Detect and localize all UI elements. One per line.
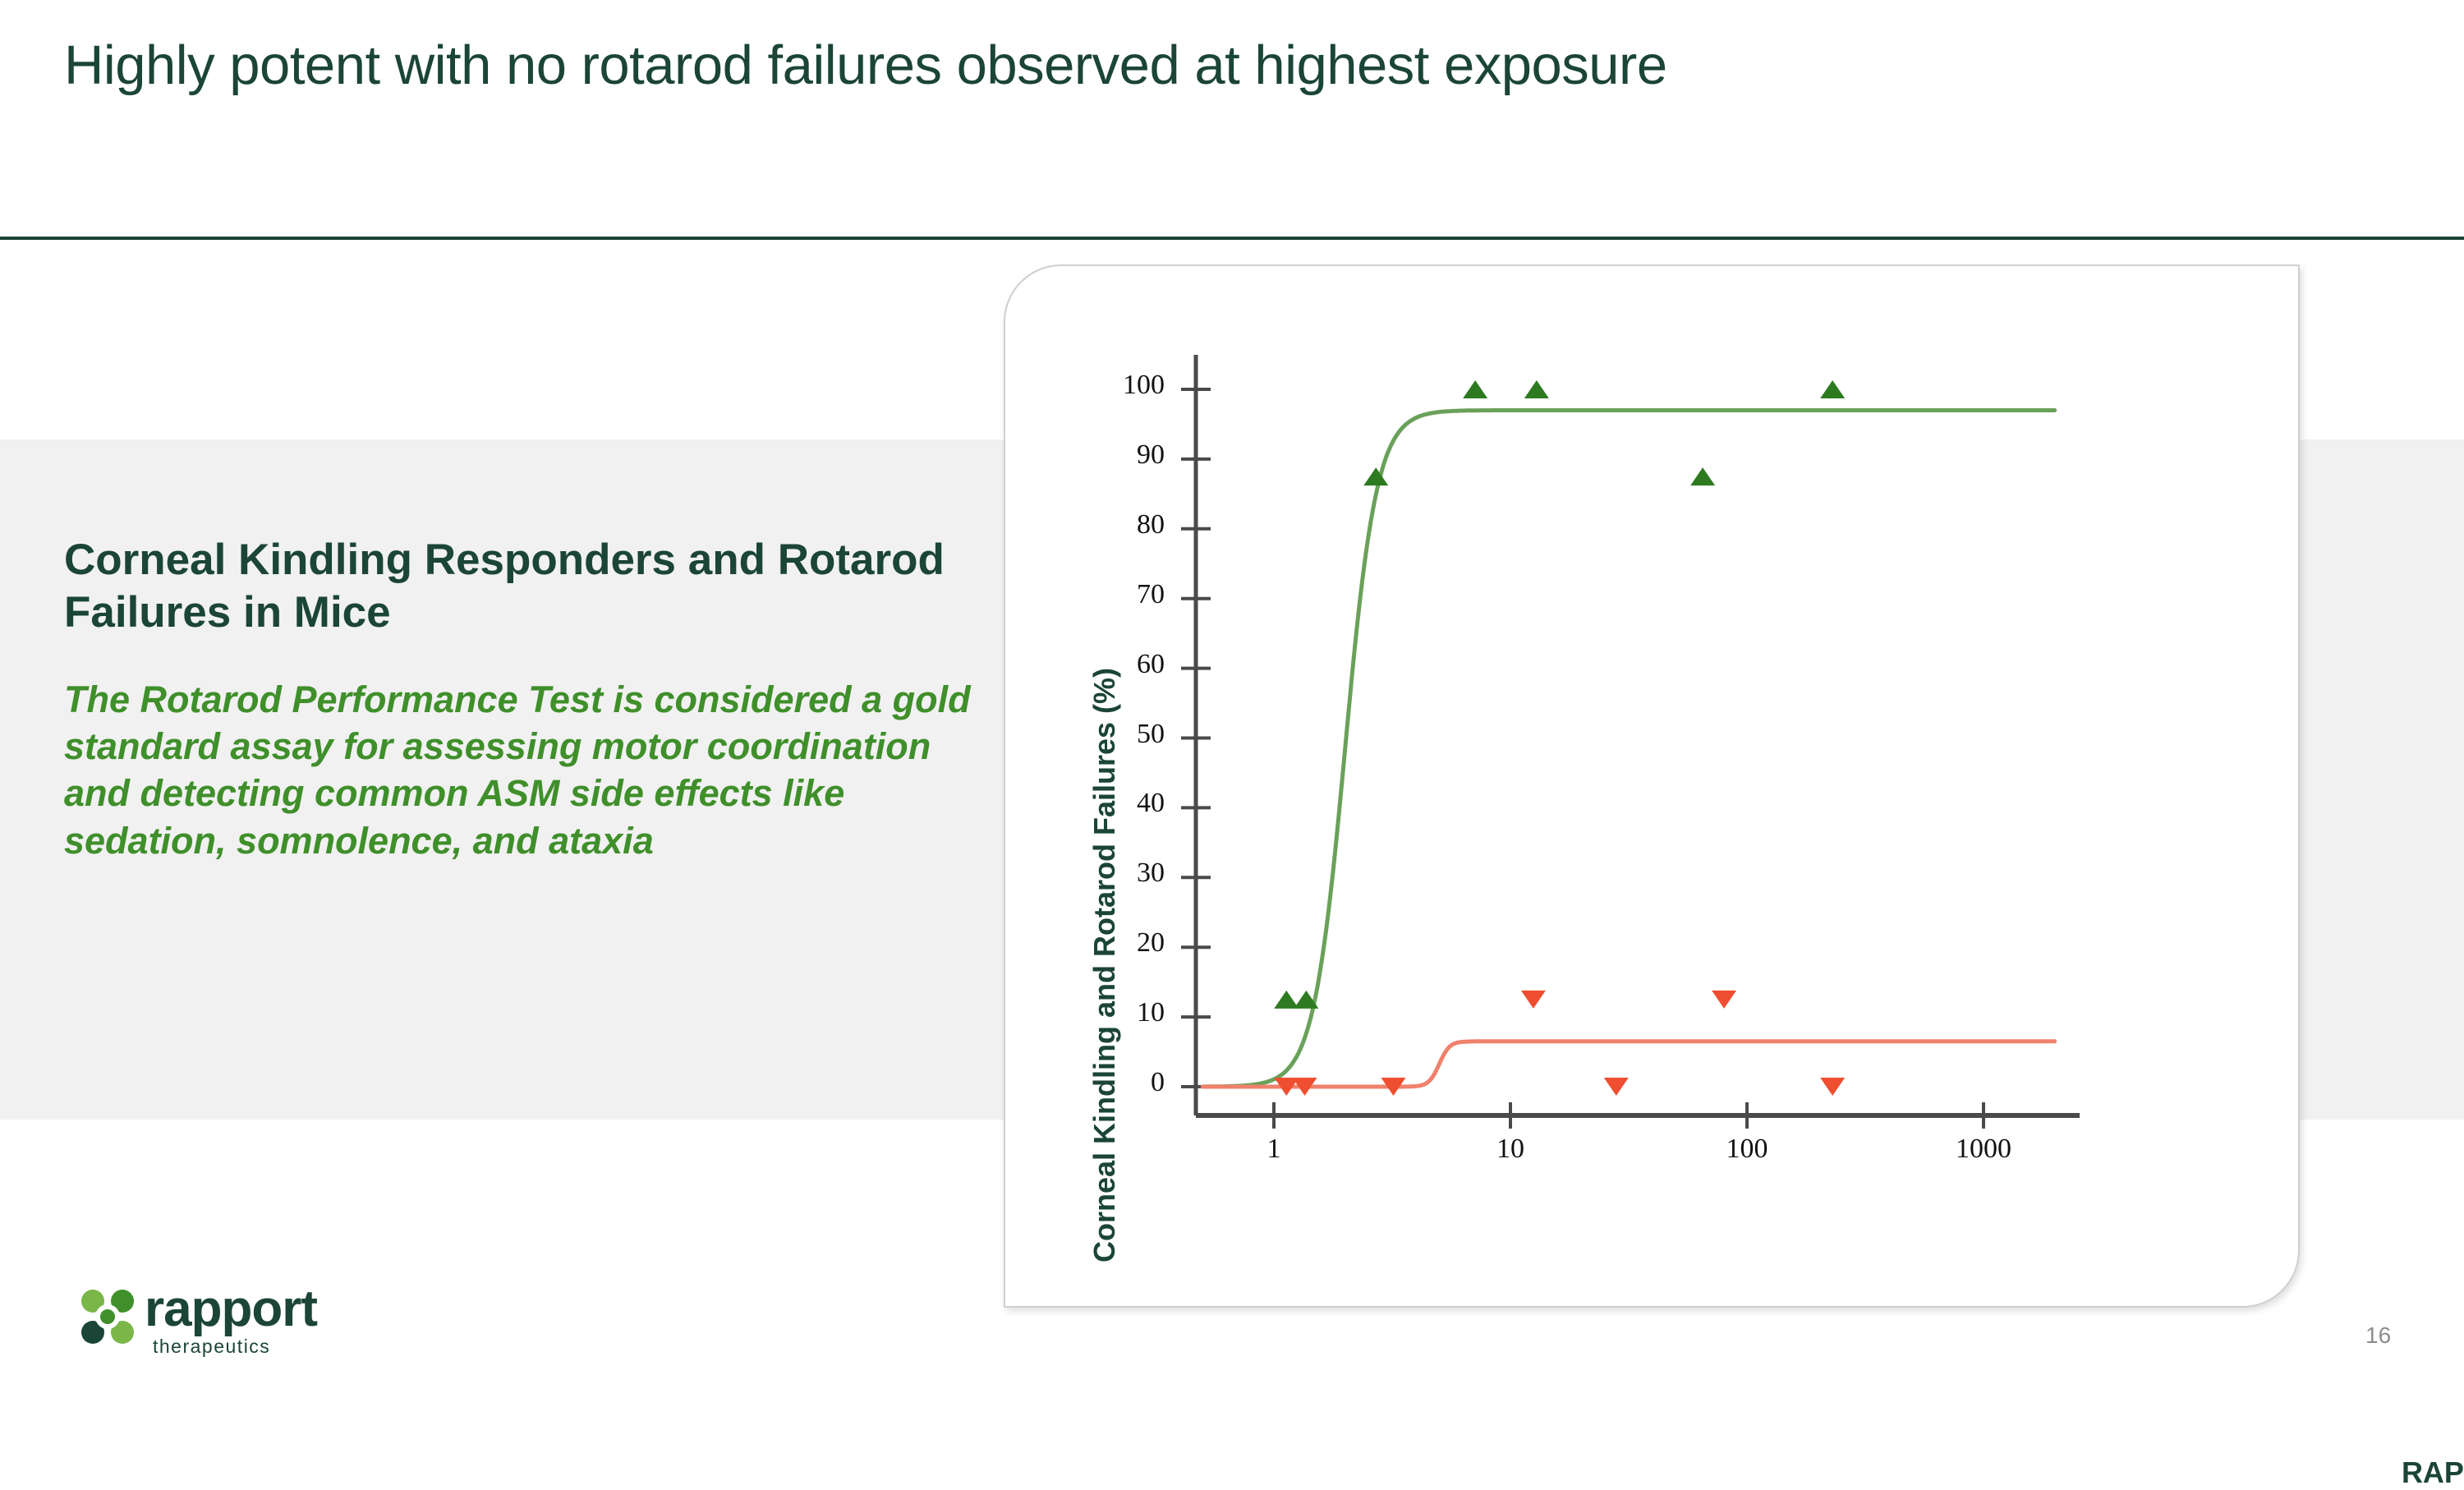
data-point-rotarod xyxy=(1274,1078,1299,1096)
data-point-responder xyxy=(1363,467,1389,486)
x-axis-title: RAP-219 Plasma Concentration (ng/mL) xyxy=(2401,1456,2464,1489)
logo-wordmark: rapport xyxy=(145,1281,318,1337)
y-tick-label: 100 xyxy=(1123,370,1165,400)
chart-axes xyxy=(1181,355,2080,1129)
y-tick-label: 10 xyxy=(1137,997,1165,1028)
data-point-responder xyxy=(1274,990,1299,1009)
page-title: Highly potent with no rotarod failures o… xyxy=(64,34,1667,96)
section-heading: Corneal Kindling Responders and Rotarod … xyxy=(64,536,945,637)
y-tick-label: 70 xyxy=(1137,578,1165,609)
title-divider xyxy=(0,237,2464,240)
x-tick-label: 1000 xyxy=(1956,1134,2011,1164)
x-tick-label: 1 xyxy=(1266,1134,1281,1164)
data-point-responder xyxy=(1294,990,1319,1009)
data-point-rotarod xyxy=(1292,1078,1317,1096)
x-tick-label: 100 xyxy=(1726,1134,1768,1164)
y-tick-label: 50 xyxy=(1137,718,1165,749)
chart-fit-curves xyxy=(1200,408,2057,1089)
data-point-rotarod xyxy=(1712,990,1737,1009)
x-tick-label: 10 xyxy=(1496,1134,1524,1164)
data-point-responder xyxy=(1524,380,1549,398)
data-point-rotarod xyxy=(1603,1078,1629,1096)
data-point-responder xyxy=(1463,380,1488,398)
chart-card: Corneal Kindling and Rotarod Failures (%… xyxy=(1004,264,2464,1489)
left-text-column: Corneal Kindling Responders and Rotarod … xyxy=(64,534,976,864)
data-point-rotarod xyxy=(1381,1078,1406,1096)
section-body-text: The Rotarod Performance Test is consider… xyxy=(64,678,971,862)
y-tick-label: 40 xyxy=(1137,788,1165,819)
data-point-responder xyxy=(1820,380,1846,398)
y-tick-label: 20 xyxy=(1137,927,1165,959)
data-point-rotarod xyxy=(1820,1078,1846,1096)
y-tick-label: 90 xyxy=(1137,439,1165,470)
chart-data-markers xyxy=(1274,380,1846,1096)
y-tick-label: 80 xyxy=(1137,508,1165,540)
y-tick-label: 0 xyxy=(1151,1067,1165,1097)
rapport-logo-icon xyxy=(81,1290,134,1344)
y-tick-label: 60 xyxy=(1137,648,1165,679)
logo-tagline: therapeutics xyxy=(153,1336,271,1357)
page-number: 16 xyxy=(2365,1322,2392,1348)
data-point-rotarod xyxy=(1520,990,1546,1009)
chart-plot xyxy=(1181,355,2080,1129)
data-point-responder xyxy=(1690,467,1716,486)
y-tick-label: 30 xyxy=(1137,858,1165,889)
